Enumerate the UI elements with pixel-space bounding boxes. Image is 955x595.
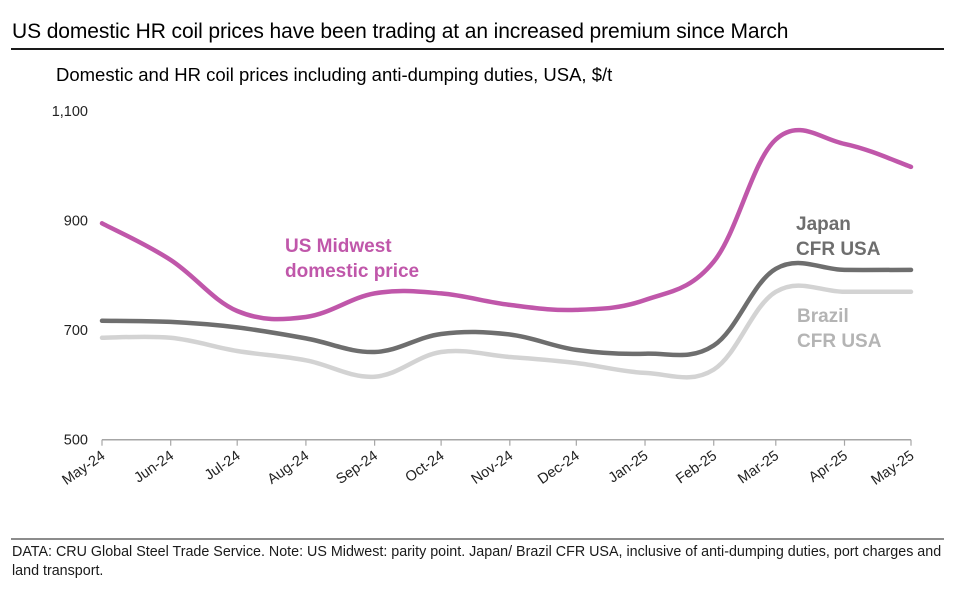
x-tick-label: Nov-24 [469,448,516,488]
x-tick-label: Mar-25 [735,448,782,487]
chart-title: US domestic HR coil prices have been tra… [12,20,789,43]
x-tick-label: Oct-24 [403,448,448,486]
x-tick-label: Jan-25 [606,448,652,487]
x-tick-label: May-24 [60,448,109,489]
y-tick-label: 500 [64,433,88,449]
chart-subtitle: Domestic and HR coil prices including an… [56,64,613,85]
series-label-line: US Midwest [285,236,392,257]
x-tick-label: Jul-24 [202,448,244,484]
series-label-line: CFR USA [797,331,882,352]
source-note: DATA: CRU Global Steel Trade Service. No… [12,544,942,579]
y-tick-label: 700 [64,323,88,339]
brazil-cfr-label: Brazil CFR USA [797,306,882,352]
series-lines [99,127,914,380]
x-tick-label: Aug-24 [265,448,312,488]
series-label-line: Brazil [797,306,849,327]
series-label-line: CFR USA [796,239,881,260]
title-divider [11,48,944,50]
brazil-cfr-line [99,283,914,380]
y-tick-label: 1,100 [52,104,88,120]
x-axis: May-24 Jun-24 Jul-24 Aug-24 Sep-24 Oct-24 Nov-… [60,438,918,489]
japan-cfr-label: Japan CFR USA [796,214,881,260]
footer-divider [11,538,944,540]
x-tick-label: Apr-25 [806,448,851,486]
japan-cfr-line [99,260,914,358]
series-label-line: domestic price [285,261,419,282]
x-tick-label: Sep-24 [333,448,380,488]
y-tick-label: 900 [64,214,88,230]
x-tick-label: May-25 [869,448,918,489]
x-tick-label: Feb-25 [673,448,720,487]
x-tick-label: Dec-24 [535,448,582,488]
us-midwest-label: US Midwest domestic price [285,236,419,282]
series-label-line: Japan [796,214,851,235]
us-midwest-line [99,127,914,322]
y-axis-labels: 500 700 900 1,100 [52,104,88,449]
x-tick-label: Jun-24 [132,448,178,487]
